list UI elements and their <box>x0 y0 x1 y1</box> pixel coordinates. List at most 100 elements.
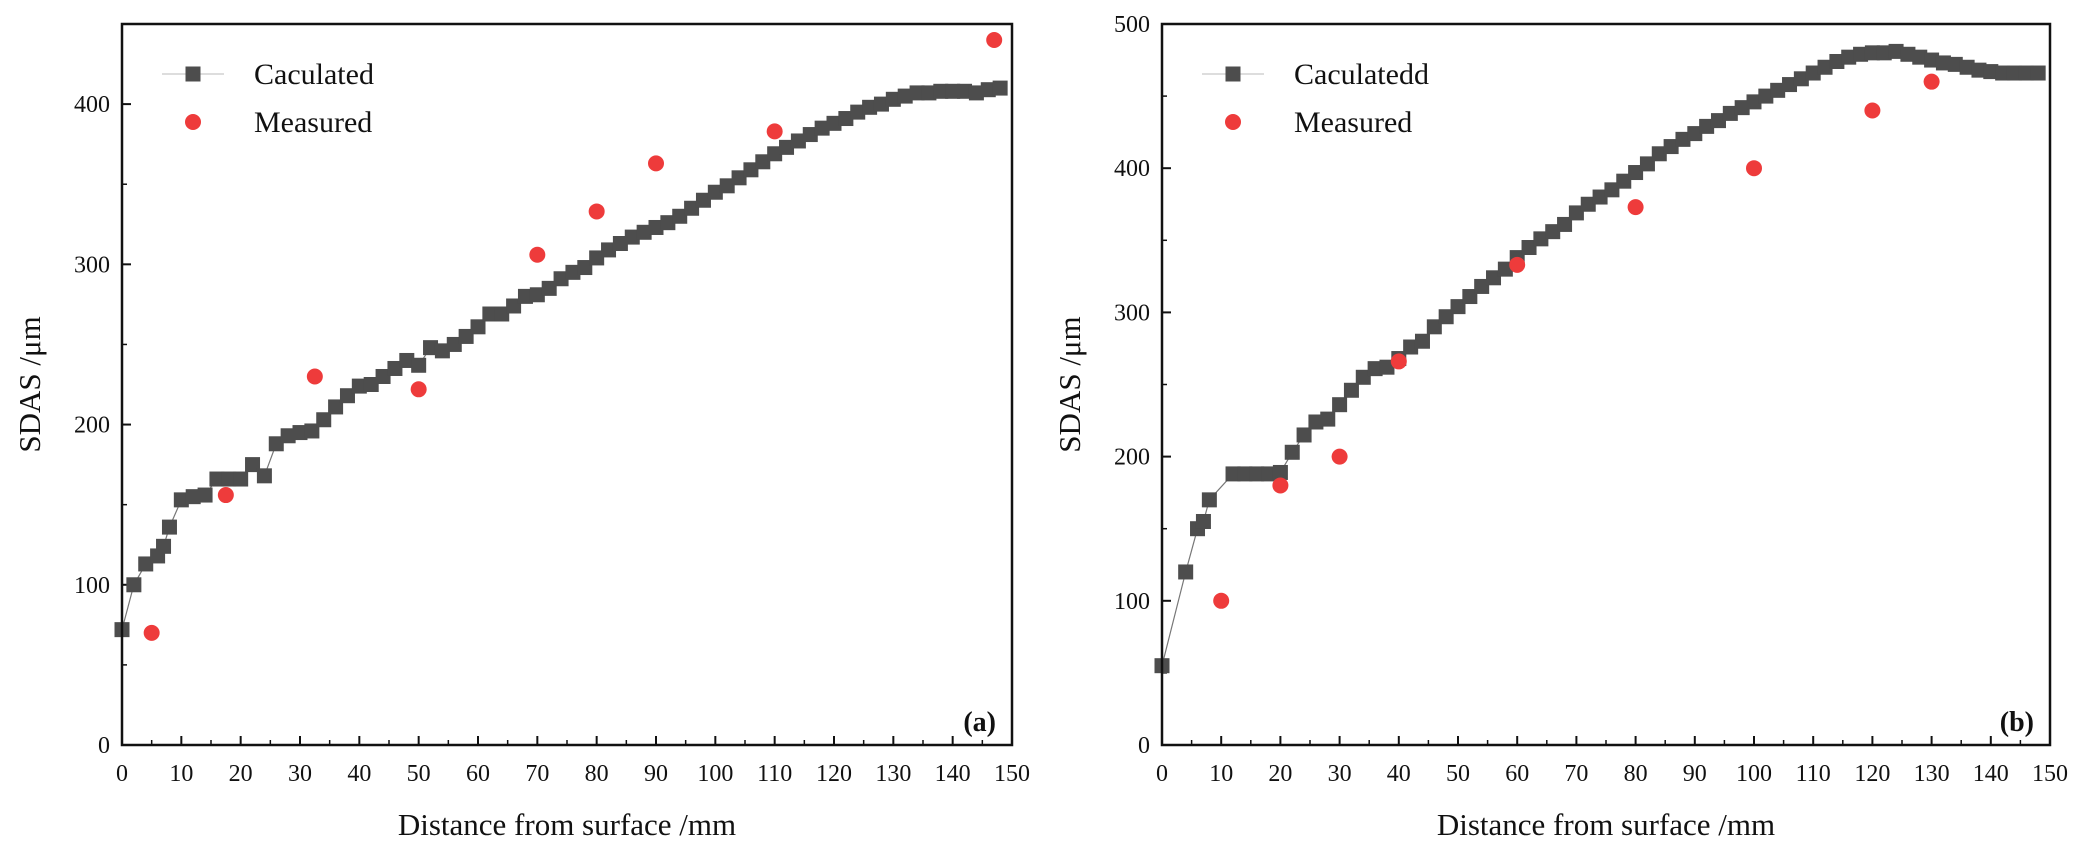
measured-point <box>1390 353 1407 370</box>
calculated-point <box>1414 333 1430 349</box>
calculated-point <box>156 538 172 554</box>
measured-point <box>766 123 783 140</box>
y-axis-ticks: 0 100 200 300 400 <box>74 23 131 759</box>
x-tick-label: 80 <box>585 761 609 787</box>
calculated-point <box>743 162 759 178</box>
calculated-point <box>1900 46 1916 62</box>
legend-label-calculated: Caculated <box>254 58 374 91</box>
panel-label: (a) <box>963 707 996 738</box>
calculated-point <box>470 319 486 335</box>
panel-label: (b) <box>2000 707 2034 738</box>
calculated-point <box>1616 173 1632 189</box>
calculated-point <box>1983 64 1999 80</box>
y-axis-title: SDAS /μm <box>1052 316 1087 452</box>
x-tick-label: 80 <box>1624 761 1648 787</box>
legend-square-marker <box>185 66 201 82</box>
calculated-point <box>173 492 189 508</box>
calculated-point <box>233 471 249 487</box>
calculated-point <box>790 133 806 149</box>
measured-point <box>1923 73 1940 90</box>
chart-panel-a: 0 100 200 300 400 0 10 20 30 40 50 60 70 80 90 100 110 1… <box>12 22 1030 842</box>
x-tick-label: 60 <box>466 761 490 787</box>
measured-point <box>1627 199 1644 216</box>
x-tick-label: 130 <box>1914 761 1950 787</box>
y-tick-label: 0 <box>1138 733 1150 759</box>
calculated-point <box>1201 492 1217 508</box>
calculated-point <box>1249 466 1265 482</box>
calculated-point <box>957 83 973 99</box>
calculated-point <box>1195 513 1211 529</box>
calculated-point <box>1793 71 1809 87</box>
x-tick-label: 130 <box>875 761 911 787</box>
calculated-point <box>245 457 261 473</box>
calculated-point <box>1770 82 1786 98</box>
x-tick-label: 20 <box>229 761 253 787</box>
calculated-point <box>1379 359 1395 375</box>
calculated-point <box>1261 466 1277 482</box>
y-tick-label: 400 <box>1114 156 1150 182</box>
x-tick-label: 150 <box>2032 761 2068 787</box>
calculated-point <box>351 378 367 394</box>
y-tick-label: 100 <box>1114 589 1150 615</box>
calculated-point <box>1355 369 1371 385</box>
calculated-point <box>909 85 925 101</box>
calculated-point <box>1841 49 1857 65</box>
calculated-point <box>1722 105 1738 121</box>
x-tick-label: 110 <box>757 761 792 787</box>
calculated-point <box>363 377 379 392</box>
calculated-point <box>529 287 545 303</box>
calculated-point <box>612 236 628 252</box>
calculated-point <box>126 577 142 593</box>
x-tick-label: 60 <box>1505 761 1529 787</box>
calculated-point <box>2006 65 2022 81</box>
y-tick-label: 300 <box>74 252 110 278</box>
calculated-point <box>268 436 284 452</box>
calculated-point <box>601 242 617 258</box>
calculated-point <box>731 170 747 186</box>
calculated-point <box>850 104 866 120</box>
x-tick-label: 90 <box>1683 761 1707 787</box>
calculated-point <box>316 412 332 428</box>
x-tick-label: 70 <box>1564 761 1588 787</box>
measured-point <box>1509 256 1526 273</box>
calculated-point <box>292 425 308 441</box>
calculated-point <box>755 154 771 170</box>
calculated-point <box>897 88 913 104</box>
calculated-point <box>1284 444 1300 460</box>
calculated-point <box>1947 56 1963 72</box>
y-tick-label: 500 <box>1114 12 1150 38</box>
calculated-point <box>565 264 581 280</box>
calculated-point <box>1486 270 1502 286</box>
chart-panel-b: 0 100 200 300 400 500 0 10 20 30 40 50 60 70 80 90 100 1… <box>1052 12 2068 842</box>
x-tick-label: 30 <box>288 761 312 787</box>
calculated-point <box>1296 427 1312 443</box>
calculated-point <box>138 556 154 572</box>
legend: Caculatedd Measured <box>1202 58 1429 139</box>
calculated-point <box>1332 397 1348 413</box>
calculated-point <box>1734 100 1750 116</box>
calculated-point <box>1924 52 1940 68</box>
y-tick-label: 400 <box>74 92 110 118</box>
measured-point <box>1864 102 1881 119</box>
x-axis-ticks: 0 10 20 30 40 50 60 70 80 90 100 110 120 130 140 150 <box>1156 736 2068 787</box>
x-tick-label: 140 <box>935 761 971 787</box>
legend-item-calculated: Caculatedd <box>1202 58 1429 91</box>
calculated-point <box>814 120 830 136</box>
plot-area <box>114 32 1008 641</box>
calculated-point <box>1888 43 1904 59</box>
calculated-point <box>209 471 225 487</box>
calculated-point <box>1557 216 1573 232</box>
calculated-point <box>458 328 474 344</box>
x-tick-label: 90 <box>644 761 668 787</box>
calculated-point <box>280 428 296 444</box>
calculated-point <box>648 219 664 235</box>
measured-point <box>588 203 605 220</box>
calculated-point <box>1320 411 1336 427</box>
calculated-point <box>1367 361 1383 377</box>
calculated-point <box>446 336 462 352</box>
calculated-point <box>1343 382 1359 398</box>
x-axis-ticks: 0 10 20 30 40 50 60 70 80 90 100 110 120 130 140 150 <box>116 736 1030 787</box>
calculated-point <box>1521 240 1537 256</box>
calculated-point <box>1699 118 1715 134</box>
